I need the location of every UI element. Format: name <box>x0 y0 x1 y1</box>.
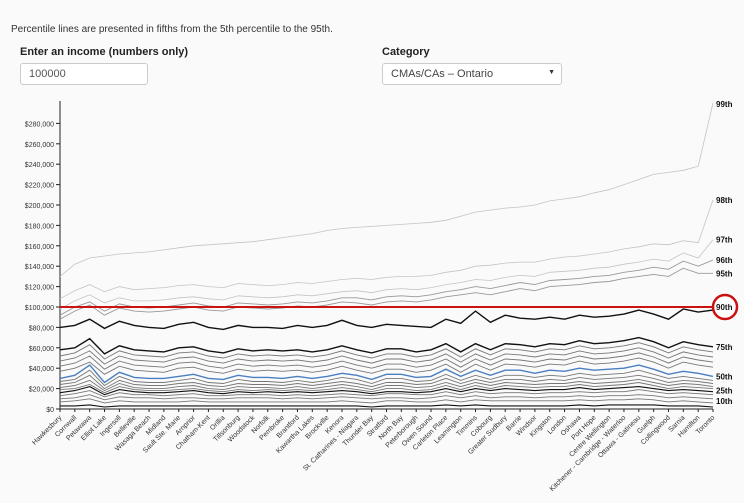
series-line-65th <box>59 347 714 365</box>
percentile-label-10th: 10th <box>716 397 733 406</box>
y-tick-label: $0 <box>46 407 54 414</box>
series-line-98th <box>59 199 714 300</box>
y-tick-label: $240,000 <box>25 162 54 169</box>
series-line-60th <box>59 352 714 370</box>
percentile-label-97th: 97th <box>716 236 733 245</box>
series-line-30th <box>59 382 714 394</box>
y-tick-label: $40,000 <box>29 366 54 373</box>
income-marker-circle <box>711 293 739 321</box>
percentile-label-95th: 95th <box>716 269 733 278</box>
y-tick-label: $260,000 <box>25 142 54 149</box>
percentile-label-50th: 50th <box>716 372 733 381</box>
percentile-label-25th: 25th <box>716 387 733 396</box>
y-tick-label: $100,000 <box>25 305 54 312</box>
series-line-40th <box>59 374 714 390</box>
y-tick-label: $140,000 <box>25 264 54 271</box>
series-line-55th <box>59 357 714 375</box>
series-line-99th <box>59 102 714 277</box>
series-line-95th <box>59 267 713 320</box>
intro-text: Percentile lines are presented in fifths… <box>11 24 333 35</box>
category-select[interactable]: CMAs/CAs – Ontario ▼ <box>382 63 562 85</box>
percentile-label-98th: 98th <box>716 196 733 205</box>
series-line-45th <box>59 369 714 387</box>
income-input[interactable] <box>20 63 148 85</box>
y-tick-label: $20,000 <box>29 387 54 394</box>
series-line-10th <box>59 398 714 404</box>
y-tick-label: $280,000 <box>25 121 54 128</box>
y-tick-label: $180,000 <box>25 223 54 230</box>
y-tick-label: $200,000 <box>25 203 54 210</box>
series-line-25th <box>59 386 714 396</box>
series-line-70th <box>59 342 714 360</box>
series-line-50th <box>59 364 714 384</box>
category-select-value: CMAs/CAs – Ontario <box>391 68 494 80</box>
percentile-label-99th: 99th <box>716 100 733 109</box>
y-tick-label: $80,000 <box>29 325 54 332</box>
series-line-15th <box>59 394 714 401</box>
percentile-label-96th: 96th <box>716 256 733 265</box>
series-line-75th <box>59 336 714 355</box>
y-tick-label: $160,000 <box>25 244 54 251</box>
series-line-90th <box>59 308 714 331</box>
series-line-20th <box>59 389 714 398</box>
y-tick-label: $60,000 <box>29 346 54 353</box>
series-line-5th <box>60 404 714 408</box>
percentile-label-75th: 75th <box>716 343 733 352</box>
percentile-label-90th: 90th <box>716 303 733 312</box>
series-line-97th <box>59 239 714 310</box>
income-label: Enter an income (numbers only) <box>20 46 189 58</box>
chevron-down-icon: ▼ <box>548 69 555 76</box>
y-tick-label: $120,000 <box>25 285 54 292</box>
y-tick-label: $220,000 <box>25 183 54 190</box>
series-line-35th <box>59 378 714 392</box>
category-label: Category <box>382 46 430 58</box>
